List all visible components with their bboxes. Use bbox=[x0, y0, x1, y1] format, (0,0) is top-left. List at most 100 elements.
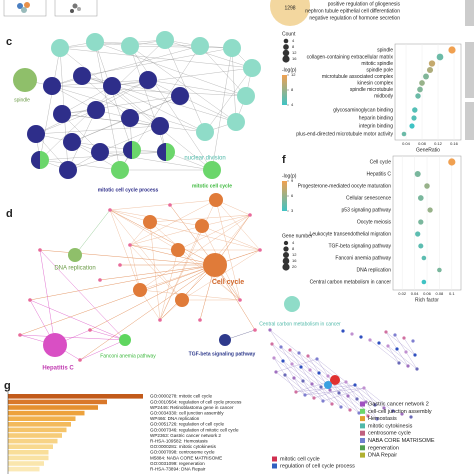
node bbox=[86, 33, 104, 51]
node bbox=[223, 39, 241, 57]
edge bbox=[39, 47, 61, 161]
edge bbox=[159, 264, 216, 321]
node bbox=[375, 417, 379, 421]
legend-label: 12 bbox=[292, 252, 297, 257]
node bbox=[297, 351, 301, 355]
edge bbox=[199, 45, 247, 97]
term-label: glycosaminoglycan binding bbox=[333, 107, 393, 113]
node bbox=[195, 219, 209, 233]
legend-label: Hemostasis bbox=[368, 416, 397, 422]
edge bbox=[39, 249, 126, 341]
edge bbox=[94, 41, 201, 47]
edge bbox=[164, 39, 253, 69]
edge bbox=[177, 214, 251, 251]
node bbox=[357, 411, 361, 415]
edge bbox=[51, 79, 149, 87]
node bbox=[18, 333, 22, 337]
bar-term: GO:0000278: mitotic cell cycle bbox=[150, 394, 212, 399]
dot bbox=[421, 255, 427, 261]
edge bbox=[111, 85, 206, 133]
node bbox=[158, 318, 162, 322]
edge bbox=[354, 384, 385, 409]
term-label: Central carbon metabolism in cancer bbox=[310, 279, 392, 285]
node bbox=[111, 161, 129, 179]
x-tick-label: 0.12 bbox=[434, 141, 443, 146]
node bbox=[51, 39, 69, 57]
top-term: positive regulation of gliogenesis bbox=[328, 1, 401, 7]
node-label: spindle bbox=[14, 97, 30, 103]
node bbox=[270, 342, 274, 346]
edge bbox=[129, 45, 237, 123]
node bbox=[108, 208, 112, 212]
node bbox=[268, 328, 272, 332]
edge bbox=[293, 377, 324, 402]
edge bbox=[81, 47, 233, 77]
bar-term: GO:0034330: cell junction assembly bbox=[150, 411, 224, 416]
x-tick-label: 0.02 bbox=[398, 291, 407, 296]
node bbox=[288, 348, 292, 352]
node bbox=[128, 243, 132, 247]
bar-term: M5884: NABA CORE MATRISOME bbox=[150, 455, 222, 460]
edge bbox=[304, 387, 365, 396]
legend-label: 4 bbox=[292, 38, 295, 43]
node bbox=[397, 361, 401, 365]
term-label: Fanconi anemia pathway bbox=[335, 255, 391, 261]
bar bbox=[8, 455, 49, 461]
dot bbox=[412, 107, 418, 113]
edge bbox=[231, 47, 237, 123]
node bbox=[238, 298, 242, 302]
edge bbox=[201, 214, 251, 227]
term-label: integrin binding bbox=[359, 123, 393, 129]
edge bbox=[269, 329, 282, 348]
term-label: spindle microtubule bbox=[350, 87, 393, 93]
dot bbox=[418, 243, 424, 249]
node bbox=[400, 412, 404, 416]
edge bbox=[129, 225, 203, 246]
term-label: mitotic spindle bbox=[361, 61, 393, 67]
panel-label: g bbox=[4, 380, 11, 392]
edge bbox=[363, 387, 394, 412]
edge bbox=[311, 383, 342, 408]
edge bbox=[336, 378, 367, 403]
node bbox=[328, 388, 332, 392]
dot bbox=[401, 131, 407, 137]
edge bbox=[89, 329, 126, 341]
node bbox=[68, 248, 82, 262]
bar bbox=[8, 450, 49, 455]
edge bbox=[284, 374, 315, 399]
node bbox=[319, 385, 323, 389]
node bbox=[258, 248, 262, 252]
bar bbox=[8, 466, 40, 472]
bar bbox=[8, 461, 44, 466]
node bbox=[13, 68, 37, 92]
node bbox=[121, 109, 139, 127]
term-label: Cell cycle bbox=[370, 159, 392, 165]
edge bbox=[51, 85, 206, 133]
node bbox=[299, 365, 303, 369]
node bbox=[139, 71, 157, 89]
edge bbox=[129, 244, 183, 301]
term-label: Leukocyte transendothelial migration bbox=[310, 231, 392, 237]
term-label: microtubule associated complex bbox=[322, 74, 394, 80]
node bbox=[119, 334, 131, 346]
edge bbox=[129, 244, 216, 266]
edge bbox=[201, 225, 261, 251]
dot bbox=[415, 231, 421, 237]
edge bbox=[159, 249, 179, 321]
node bbox=[284, 296, 300, 312]
legend-label: 16 bbox=[292, 258, 297, 263]
node bbox=[253, 328, 257, 332]
node bbox=[209, 193, 223, 207]
node bbox=[402, 336, 406, 340]
legend-label: DNA Repair bbox=[368, 453, 397, 459]
node bbox=[391, 409, 395, 413]
legend-label: mitotic cell cycle bbox=[280, 456, 320, 462]
node-label: Cell cycle bbox=[212, 279, 244, 286]
node bbox=[198, 318, 202, 322]
volcano-thumbnails bbox=[3, 0, 98, 17]
node bbox=[303, 393, 307, 397]
bar bbox=[8, 416, 76, 421]
dot bbox=[417, 195, 424, 201]
edge bbox=[309, 369, 340, 394]
